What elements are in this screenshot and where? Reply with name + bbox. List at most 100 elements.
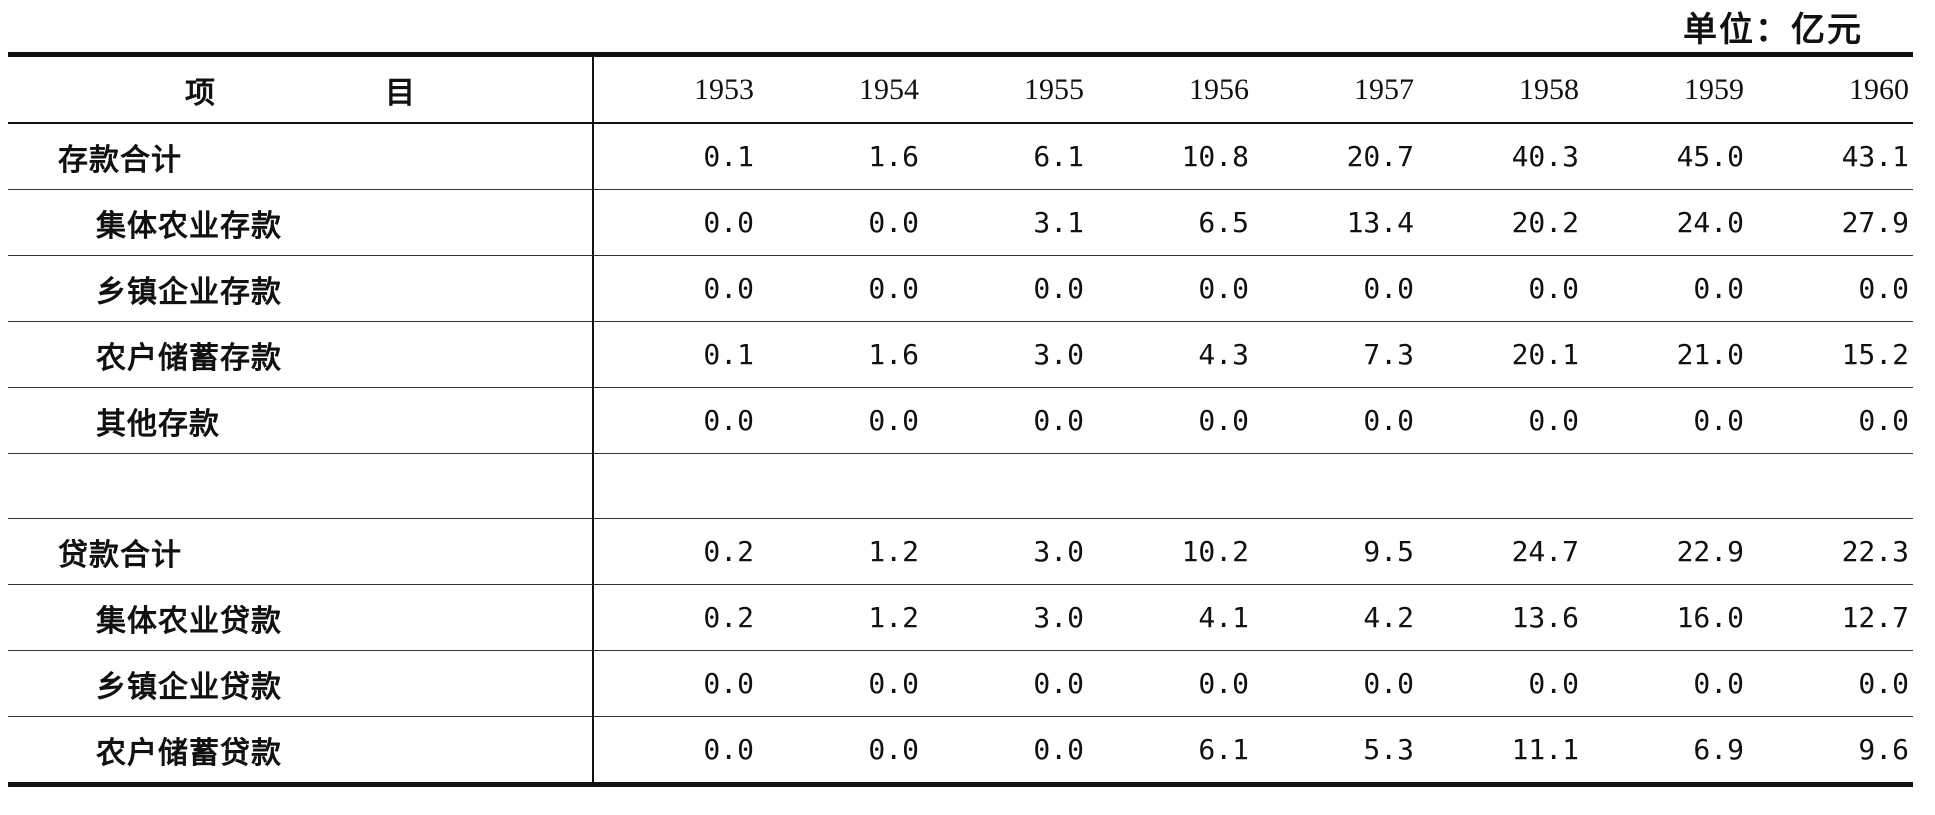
row-label: 乡镇企业存款 — [8, 255, 594, 322]
row-label: 农户储蓄贷款 — [8, 716, 594, 785]
table-cell: 0.0 — [1198, 667, 1249, 700]
table-cell — [593, 454, 758, 519]
table-cell: 0.0 — [1033, 667, 1084, 700]
table-cell: 27.9 — [1841, 206, 1909, 239]
table-cell: 4.1 — [1198, 601, 1249, 634]
table-row: 贷款合计 0.2 1.2 3.0 10.2 9.5 24.7 22.9 22.3 — [8, 518, 1913, 585]
unit-label: 单位：亿元 — [1683, 10, 1863, 50]
row-label: 存款合计 — [8, 123, 594, 190]
table-cell: 10.2 — [1181, 535, 1249, 568]
table-cell — [1418, 454, 1583, 519]
table-cell: 20.2 — [1511, 206, 1579, 239]
table-cell: 0.0 — [868, 667, 919, 700]
table-cell: 6.1 — [1033, 140, 1084, 173]
table-cell: 45.0 — [1676, 140, 1744, 173]
table-cell: 0.0 — [1033, 404, 1084, 437]
table-cell: 0.0 — [1693, 667, 1744, 700]
table-cell — [1748, 454, 1913, 519]
header-row: 项目 1953 1954 1955 1956 1957 1958 1959 19… — [8, 54, 1913, 124]
blank-row — [8, 453, 1913, 519]
table-cell — [1088, 454, 1253, 519]
table-cell: 16.0 — [1676, 601, 1744, 634]
data-table: 项目 1953 1954 1955 1956 1957 1958 1959 19… — [8, 52, 1913, 787]
table-cell: 0.0 — [1858, 667, 1909, 700]
row-label: 农户储蓄存款 — [8, 321, 594, 388]
table-cell: 0.0 — [1198, 404, 1249, 437]
table-cell: 3.0 — [1033, 535, 1084, 568]
table-cell: 0.0 — [1033, 733, 1084, 766]
table-row: 其他存款 0.0 0.0 0.0 0.0 0.0 0.0 0.0 0.0 — [8, 387, 1913, 454]
table-row: 集体农业贷款 0.2 1.2 3.0 4.1 4.2 13.6 16.0 12.7 — [8, 584, 1913, 651]
year-header: 1960 — [1748, 54, 1913, 124]
table-cell: 0.0 — [868, 404, 919, 437]
table-cell: 0.2 — [703, 601, 754, 634]
table-cell — [758, 454, 923, 519]
year-header: 1955 — [923, 54, 1088, 124]
year-header: 1959 — [1583, 54, 1748, 124]
table-cell: 1.2 — [868, 601, 919, 634]
table-cell: 13.6 — [1511, 601, 1579, 634]
table-cell: 0.0 — [703, 272, 754, 305]
table-cell: 15.2 — [1841, 338, 1909, 371]
table-cell: 0.0 — [1528, 667, 1579, 700]
table-cell: 6.9 — [1693, 733, 1744, 766]
table-cell: 24.7 — [1511, 535, 1579, 568]
table-cell: 0.0 — [1528, 404, 1579, 437]
table-cell: 0.1 — [703, 140, 754, 173]
table-row: 集体农业存款 0.0 0.0 3.1 6.5 13.4 20.2 24.0 27.9 — [8, 189, 1913, 256]
table-cell: 13.4 — [1346, 206, 1414, 239]
table-cell: 0.0 — [1858, 404, 1909, 437]
table-cell: 22.9 — [1676, 535, 1744, 568]
table-cell: 6.5 — [1198, 206, 1249, 239]
table-cell: 3.0 — [1033, 601, 1084, 634]
table-cell: 4.3 — [1198, 338, 1249, 371]
table-cell: 9.6 — [1858, 733, 1909, 766]
table-cell: 5.3 — [1363, 733, 1414, 766]
table-cell — [1253, 454, 1418, 519]
table-cell: 22.3 — [1841, 535, 1909, 568]
table-cell: 0.0 — [703, 404, 754, 437]
item-column-header: 项目 — [8, 54, 594, 124]
year-header: 1957 — [1253, 54, 1418, 124]
year-header: 1954 — [758, 54, 923, 124]
table-row: 农户储蓄贷款 0.0 0.0 0.0 6.1 5.3 11.1 6.9 9.6 — [8, 716, 1913, 785]
row-label: 集体农业存款 — [8, 189, 594, 256]
table-cell: 0.0 — [1363, 667, 1414, 700]
table-body: 存款合计 0.1 1.6 6.1 10.8 20.7 40.3 45.0 43.1 集体农业存款 0… — [8, 123, 1913, 785]
table-cell: 3.1 — [1033, 206, 1084, 239]
table-cell: 9.5 — [1363, 535, 1414, 568]
table-cell: 0.0 — [1363, 404, 1414, 437]
table-cell: 20.1 — [1511, 338, 1579, 371]
table-cell: 40.3 — [1511, 140, 1579, 173]
table-cell: 12.7 — [1841, 601, 1909, 634]
row-label — [8, 453, 594, 519]
table-cell: 1.6 — [868, 338, 919, 371]
year-header: 1958 — [1418, 54, 1583, 124]
table-cell: 0.1 — [703, 338, 754, 371]
table-cell: 0.0 — [868, 733, 919, 766]
table-cell: 43.1 — [1841, 140, 1909, 173]
row-label: 集体农业贷款 — [8, 584, 594, 651]
table-cell: 0.0 — [1033, 272, 1084, 305]
table-cell: 20.7 — [1346, 140, 1414, 173]
table-cell — [1583, 454, 1748, 519]
table-cell: 1.2 — [868, 535, 919, 568]
table-row: 乡镇企业存款 0.0 0.0 0.0 0.0 0.0 0.0 0.0 0.0 — [8, 255, 1913, 322]
table-cell: 0.0 — [703, 667, 754, 700]
table-row: 存款合计 0.1 1.6 6.1 10.8 20.7 40.3 45.0 43.1 — [8, 123, 1913, 190]
table-cell: 0.0 — [868, 272, 919, 305]
table-cell: 4.2 — [1363, 601, 1414, 634]
table-cell: 0.0 — [1198, 272, 1249, 305]
table-cell: 1.6 — [868, 140, 919, 173]
table-cell: 21.0 — [1676, 338, 1744, 371]
table-cell: 3.0 — [1033, 338, 1084, 371]
row-label: 乡镇企业贷款 — [8, 650, 594, 717]
row-label: 其他存款 — [8, 387, 594, 454]
table-cell: 0.0 — [1528, 272, 1579, 305]
row-label: 贷款合计 — [8, 518, 594, 585]
table-cell: 24.0 — [1676, 206, 1744, 239]
table-cell: 6.1 — [1198, 733, 1249, 766]
table-cell: 0.0 — [703, 206, 754, 239]
table-cell: 0.0 — [1693, 404, 1744, 437]
table-cell — [923, 454, 1088, 519]
